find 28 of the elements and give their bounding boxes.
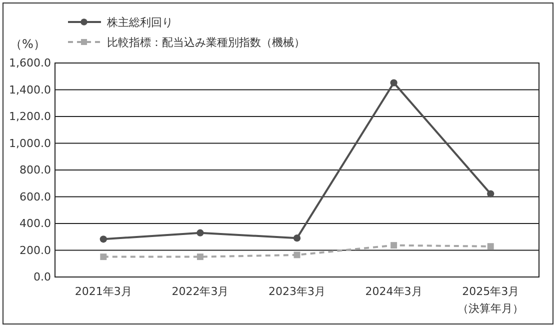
- y-tick-label: 1,200.0: [9, 110, 51, 124]
- point: [487, 190, 494, 198]
- legend-label: 株主総利回り: [106, 16, 173, 29]
- y-tick-label: 1,000.0: [9, 136, 51, 150]
- point: [196, 254, 204, 260]
- x-tick-label: 2025年3月: [462, 284, 520, 298]
- x-tick-label: 2024年3月: [365, 284, 422, 298]
- point: [196, 229, 204, 236]
- point: [100, 254, 107, 260]
- y-tick-label: 1,400.0: [9, 83, 51, 96]
- point: [293, 234, 301, 242]
- x-tick-label: 2021年3月: [74, 284, 132, 298]
- x-axis-title: （決算年月）: [458, 302, 524, 315]
- x-tick-label: 2022年3月: [172, 284, 229, 298]
- y-tick-label: 200.0: [20, 244, 51, 257]
- point: [294, 252, 300, 258]
- point: [487, 243, 494, 250]
- y-tick-label: 0.0: [34, 270, 51, 284]
- x-tick-label: 2023年3月: [268, 284, 326, 298]
- y-tick-label: 1,600.0: [9, 56, 51, 70]
- point: [390, 79, 398, 86]
- y-axis-title: （%）: [10, 37, 46, 51]
- legend-label: 比較指標：配当込み業種別指数（機械）: [107, 36, 305, 49]
- point: [390, 242, 398, 249]
- y-tick-label: 600.0: [20, 190, 51, 204]
- y-tick-label: 400.0: [20, 217, 51, 230]
- point: [100, 236, 107, 243]
- y-tick-label: 800.0: [20, 164, 51, 177]
